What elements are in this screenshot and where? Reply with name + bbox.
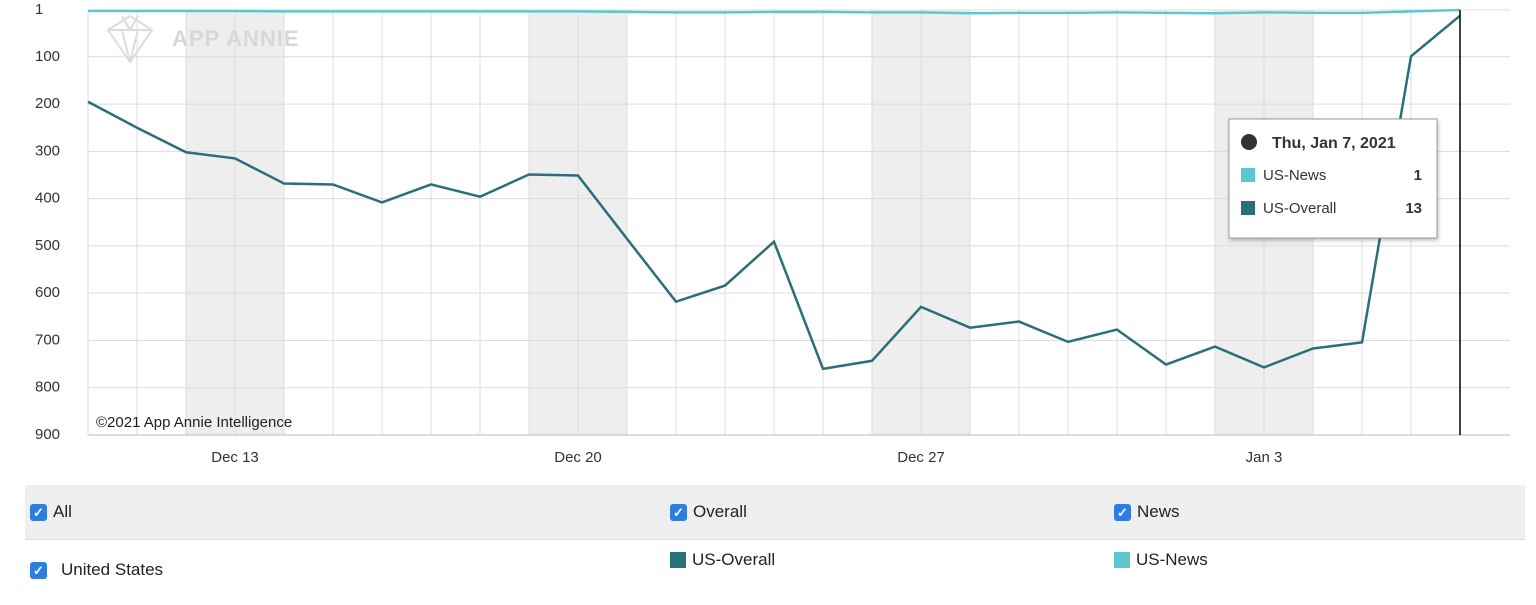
- tooltip-swatch: [1241, 168, 1255, 182]
- checkbox[interactable]: ✓: [670, 503, 687, 521]
- tooltip-series: US-News: [1263, 167, 1326, 184]
- y-tick-label: 500: [35, 237, 60, 254]
- filter-label: United States: [61, 560, 164, 579]
- x-tick-label: Dec 20: [554, 449, 602, 466]
- y-tick-label: 1: [35, 1, 43, 18]
- y-tick-label: 200: [35, 95, 60, 112]
- filter-row: ✓ United States US-Overall US-News: [25, 540, 1525, 594]
- filter-overall[interactable]: ✓ Overall: [670, 502, 747, 522]
- tooltip-box: [1228, 118, 1438, 239]
- copyright: ©2021 App Annie Intelligence: [96, 414, 292, 431]
- tooltip-value: 13: [1405, 200, 1422, 217]
- checkbox[interactable]: ✓: [1114, 503, 1131, 521]
- filter-news[interactable]: ✓ News: [1114, 502, 1180, 522]
- filter-country[interactable]: ✓ United States: [30, 560, 163, 580]
- filter-row: ✓ All ✓ Overall ✓ News: [25, 485, 1525, 540]
- tooltip-swatch: [1241, 201, 1255, 215]
- y-tick-label: 900: [35, 426, 60, 443]
- y-tick-label: 400: [35, 190, 60, 207]
- plot: [87, 8, 1461, 371]
- grid: [87, 9, 1510, 436]
- x-tick-label: Jan 3: [1246, 449, 1283, 466]
- watermark-logo: [106, 14, 154, 64]
- legend-label: US-Overall: [692, 550, 776, 569]
- checkbox[interactable]: ✓: [30, 561, 47, 579]
- y-tick-label: 600: [35, 284, 60, 301]
- legend-swatch: [670, 552, 686, 568]
- y-tick-label: 300: [35, 142, 60, 159]
- y-tick-label: 100: [35, 48, 60, 65]
- y-tick-label: 800: [35, 379, 60, 396]
- tooltip-value: 1: [1414, 167, 1422, 184]
- weekend-bands: [186, 10, 1313, 435]
- x-tick-label: Dec 13: [211, 449, 259, 466]
- filter-all[interactable]: ✓ All: [30, 502, 72, 522]
- legend-swatch: [1114, 552, 1130, 568]
- watermark: APP ANNIE: [172, 26, 300, 51]
- chart: APP ANNIE ©2021 App Annie Intelligence T…: [35, 1, 1510, 466]
- filter-label: Overall: [693, 502, 747, 521]
- tooltip: Thu, Jan 7, 2021 US-News 1 US-Overall 13: [1228, 118, 1438, 239]
- series-line: [87, 14, 1461, 371]
- checkbox[interactable]: ✓: [30, 503, 47, 521]
- filter-label: All: [53, 502, 72, 521]
- series-line: [88, 8, 1461, 15]
- legend-item[interactable]: US-Overall: [670, 550, 775, 570]
- x-tick-label: Dec 27: [897, 449, 945, 466]
- legend-item[interactable]: US-News: [1114, 550, 1208, 570]
- y-tick-label: 700: [35, 331, 60, 348]
- globe-icon: [1241, 134, 1257, 150]
- filter-label: News: [1137, 502, 1180, 521]
- legend-label: US-News: [1136, 550, 1208, 569]
- tooltip-title: Thu, Jan 7, 2021: [1272, 135, 1396, 152]
- tooltip-series: US-Overall: [1263, 200, 1336, 217]
